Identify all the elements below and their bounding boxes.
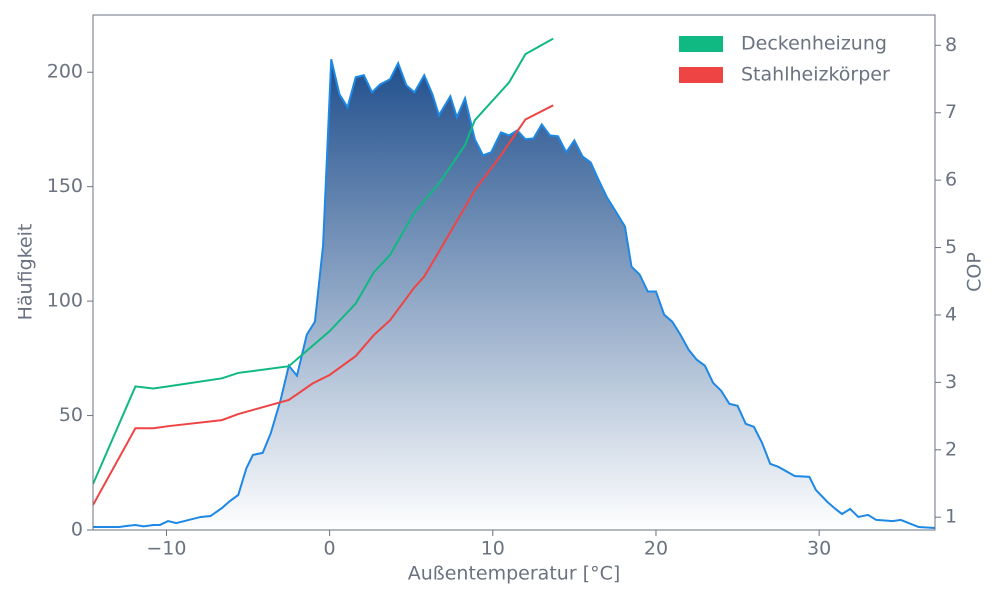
y2-tick-label: 1 [945,506,957,528]
y2-tick-label: 3 [945,371,957,393]
y2-tick-label: 8 [945,34,957,56]
cop-line [93,37,554,485]
y-tick-label: 100 [47,290,83,312]
y-axis-label: Häufigkeit [15,224,37,321]
y-tick-label: 150 [47,175,83,197]
legend-label: Deckenheizung [741,33,887,55]
x-tick-label: 10 [481,538,505,560]
y2-tick-label: 2 [945,438,957,460]
x-tick-label: 30 [807,538,831,560]
y-tick-label: 50 [59,404,83,426]
plot-area [93,37,935,530]
x-axis-label: Außentemperatur [°C] [408,563,621,585]
y2-axis-label: COP [964,252,986,292]
x-tick-label: 0 [324,538,336,560]
y2-tick-label: 5 [945,236,957,258]
legend-swatch [679,67,723,83]
legend-swatch [679,36,723,52]
area-fill [93,59,935,530]
x-tick-label: 20 [644,538,668,560]
y2-tick-label: 7 [945,101,957,123]
x-tick-label: −10 [146,538,186,560]
cop-line [93,104,554,506]
y2-tick-label: 4 [945,303,957,325]
y-tick-label: 200 [47,61,83,83]
plot-frame [92,14,936,531]
legend-label: Stahlheizkörper [741,64,890,86]
y-tick-label: 0 [71,519,83,541]
y2-tick-label: 6 [945,169,957,191]
area-line [93,58,935,529]
